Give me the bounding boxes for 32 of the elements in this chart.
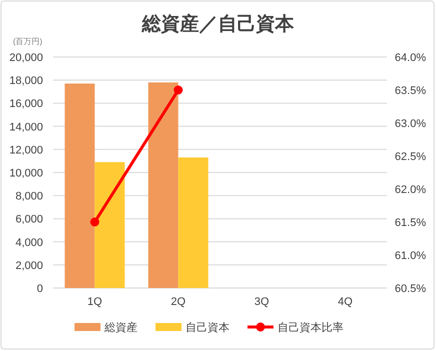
x-tick-label: 4Q bbox=[338, 296, 354, 308]
y-tick-label: 4,000 bbox=[15, 236, 43, 249]
bar bbox=[178, 157, 208, 288]
y2-tick-label: 61.0% bbox=[394, 250, 426, 262]
legend-label: 自己資本比率 bbox=[278, 321, 344, 334]
y-tick-label: 8,000 bbox=[15, 190, 43, 203]
y2-tick-label: 62.5% bbox=[394, 151, 426, 163]
x-tick-label: 3Q bbox=[254, 296, 270, 308]
x-tick-label: 2Q bbox=[170, 296, 186, 308]
y2-tick-label: 63.0% bbox=[394, 118, 426, 130]
y-tick-label: 14,000 bbox=[9, 121, 43, 134]
y-tick-label: 16,000 bbox=[9, 98, 43, 110]
chart-title: 総資産／自己資本 bbox=[141, 13, 295, 35]
bar bbox=[148, 82, 178, 288]
y2-tick-label: 62.0% bbox=[394, 184, 426, 196]
y-tick-label: 20,000 bbox=[9, 52, 43, 64]
y-tick-label: 10,000 bbox=[9, 168, 43, 180]
legend-label: 総資産 bbox=[104, 321, 138, 334]
y2-tick-label: 63.5% bbox=[394, 85, 426, 97]
legend-label: 自己資本 bbox=[186, 321, 230, 334]
y-tick-label: 2,000 bbox=[15, 260, 43, 272]
y-tick-label: 12,000 bbox=[9, 144, 43, 156]
y-tick-label: 18,000 bbox=[9, 75, 43, 88]
x-tick-label: 1Q bbox=[87, 296, 103, 308]
y2-tick-label: 60.5% bbox=[394, 283, 426, 295]
y2-tick-label: 61.5% bbox=[394, 217, 426, 229]
y-tick-label: 6,000 bbox=[15, 214, 43, 226]
y-tick-label: 0 bbox=[36, 283, 43, 295]
y-axis-title: (百万円) bbox=[13, 37, 43, 46]
bar bbox=[94, 162, 125, 288]
y2-tick-label: 64.0% bbox=[394, 52, 426, 64]
bar bbox=[64, 84, 95, 288]
